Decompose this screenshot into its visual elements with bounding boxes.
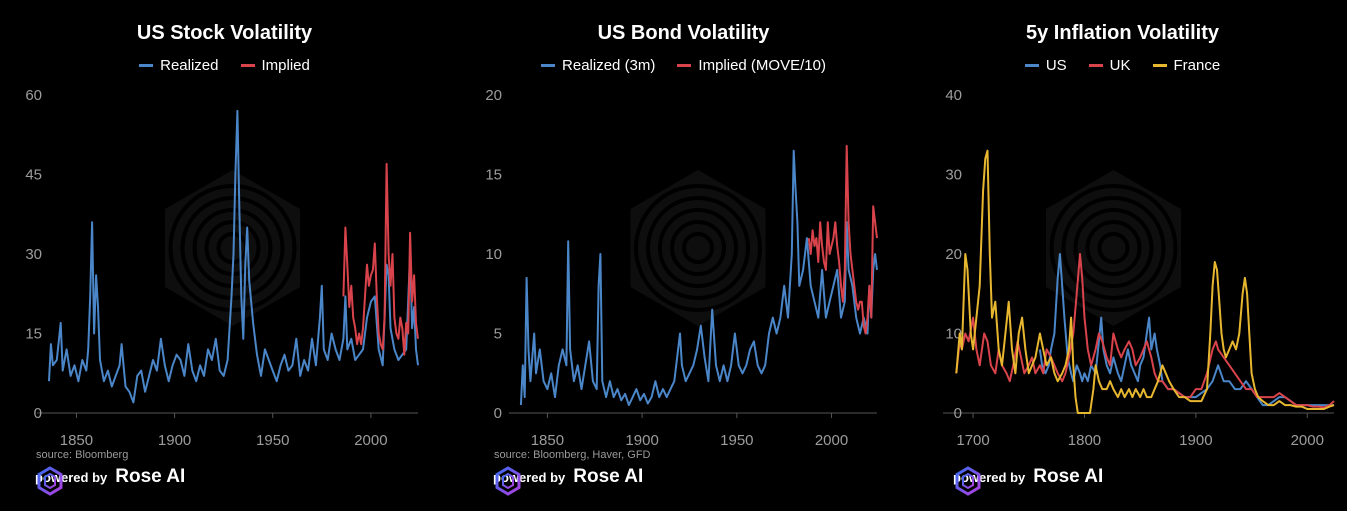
x-tick-label: 1900 [158, 432, 191, 449]
chart-panel-stock: US Stock Volatility Realized Implied 0 15… [0, 0, 449, 511]
y-tick-label: 10 [485, 246, 502, 263]
x-tick-label: 1800 [1068, 432, 1101, 449]
legend-item-us[interactable]: US [1024, 57, 1067, 74]
x-tick-label: 1900 [1179, 432, 1212, 449]
legend-label-uk: UK [1109, 57, 1131, 74]
legend-swatch-realized-3m [541, 64, 556, 67]
legend-label-implied: Implied [261, 57, 310, 74]
legend-swatch-implied [240, 64, 255, 67]
legend-label-realized-3m: Realized (3m) [562, 57, 656, 74]
x-tick-label: 2000 [815, 432, 848, 449]
legend-swatch-france [1152, 64, 1167, 67]
chart-title: 5y Inflation Volatility [1026, 22, 1219, 44]
legend-item-realized[interactable]: Realized [139, 57, 219, 74]
rose-ai-logo-icon [37, 466, 63, 496]
y-tick-label: 0 [494, 405, 502, 422]
brand-name: Rose AI [573, 466, 644, 487]
y-tick-label: 20 [485, 87, 502, 104]
x-tick-label: 1900 [625, 432, 658, 449]
y-tick-label: 15 [25, 326, 42, 343]
y-tick-label: 30 [945, 167, 962, 184]
series-line-realized-3m [519, 149, 878, 407]
legend-swatch-realized [139, 64, 154, 67]
legend-item-uk[interactable]: UK [1088, 57, 1131, 74]
plot-area: 0 15 30 45 60 1850 1900 1950 2000 [25, 87, 419, 449]
watermark-icon [1046, 170, 1181, 326]
chart-legend: Realized (3m) Implied (MOVE/10) [459, 57, 908, 74]
series-line-realized [48, 109, 419, 404]
legend-label-realized: Realized [160, 57, 219, 74]
legend-label-france: France [1173, 57, 1221, 74]
y-tick-label: 15 [485, 167, 502, 184]
series-line-implied-move-10 [807, 144, 878, 335]
powered-by-label: powered by [953, 469, 1026, 485]
y-tick-label: 5 [494, 326, 502, 343]
chart-legend: Realized Implied [0, 57, 449, 74]
chart-legend: US UK France [898, 57, 1347, 74]
brand-name: Rose AI [115, 466, 186, 487]
x-tick-label: 2000 [1291, 432, 1324, 449]
plot-area: 0 5 10 15 20 1850 1900 1950 2000 [485, 87, 878, 449]
powered-by-label: powered by [493, 469, 566, 485]
source-note: source: Bloomberg [36, 449, 129, 461]
y-tick-label: 0 [954, 405, 962, 422]
y-tick-label: 60 [25, 87, 42, 104]
rose-ai-logo-icon [495, 466, 521, 496]
y-tick-label: 45 [25, 167, 42, 184]
legend-swatch-implied-move [677, 64, 692, 67]
legend-item-implied-move[interactable]: Implied (MOVE/10) [677, 57, 826, 74]
x-tick-label: 1950 [256, 432, 289, 449]
brand-badge[interactable]: powered by Rose AI [493, 466, 644, 496]
series-line-uk [955, 253, 1335, 409]
chart-panel-bond: US Bond Volatility Realized (3m) Implied… [459, 0, 908, 511]
brand-name: Rose AI [1033, 466, 1104, 487]
y-tick-label: 10 [945, 326, 962, 343]
legend-swatch-uk [1088, 64, 1103, 67]
x-tick-label: 1850 [60, 432, 93, 449]
x-tick-label: 2000 [354, 432, 387, 449]
rose-ai-logo-icon [955, 466, 981, 496]
chart-title: US Bond Volatility [597, 22, 770, 44]
legend-item-realized-3m[interactable]: Realized (3m) [541, 57, 655, 74]
x-tick-label: 1850 [531, 432, 564, 449]
y-tick-label: 0 [34, 405, 42, 422]
watermark-icon [630, 170, 766, 326]
y-tick-label: 30 [25, 246, 42, 263]
legend-label-us: US [1045, 57, 1067, 74]
x-tick-label: 1700 [956, 432, 989, 449]
chart-title: US Stock Volatility [136, 22, 313, 44]
y-tick-label: 20 [945, 246, 962, 263]
y-tick-label: 40 [945, 87, 962, 104]
legend-swatch-us [1024, 64, 1039, 67]
chart-panel-inflation: 5y Inflation Volatility US UK France 0 10… [898, 0, 1347, 511]
x-tick-label: 1950 [720, 432, 753, 449]
powered-by-label: powered by [35, 469, 108, 485]
source-note: source: Bloomberg, Haver, GFD [494, 449, 651, 461]
legend-item-implied[interactable]: Implied [240, 57, 310, 74]
legend-label-implied-move: Implied (MOVE/10) [698, 57, 826, 74]
brand-badge[interactable]: powered by Rose AI [953, 466, 1104, 496]
series-line-implied [342, 162, 419, 356]
series-line-france [955, 149, 1335, 414]
watermark-icon [165, 170, 300, 326]
plot-area: 0 10 20 30 40 1700 1800 1900 2000 [943, 87, 1335, 449]
legend-item-france[interactable]: France [1152, 57, 1221, 74]
brand-badge[interactable]: powered by Rose AI [35, 466, 186, 496]
